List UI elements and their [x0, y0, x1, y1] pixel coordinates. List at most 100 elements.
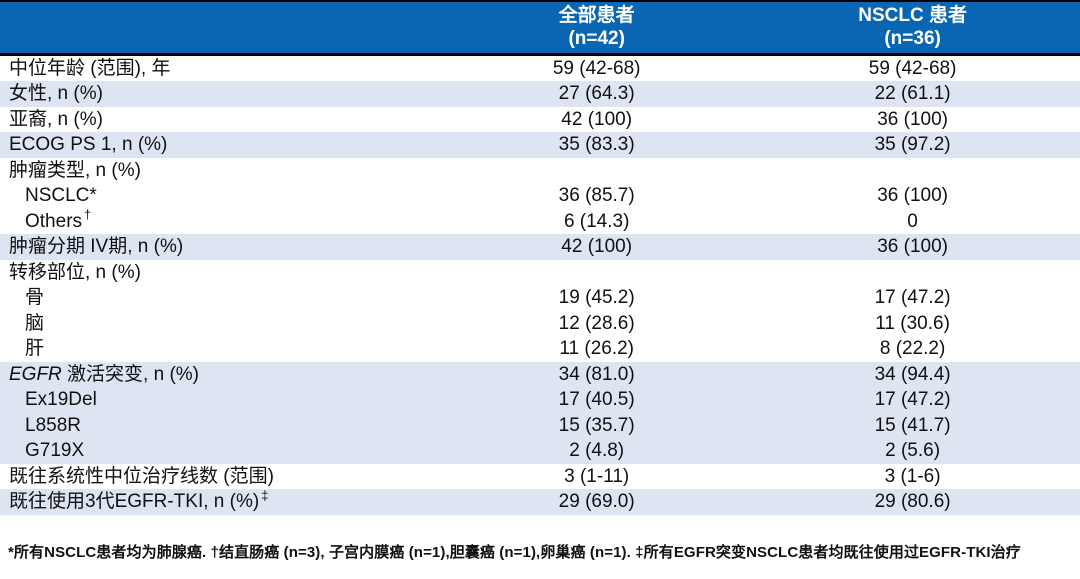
value-all-patients: 36 (85.7)	[558, 185, 635, 207]
row-label: ECOG PS 1, n (%)	[0, 132, 448, 158]
table-row: 转移部位, n (%)	[0, 260, 1080, 286]
table-row: 肝 11 (26.2) 8 (22.2)	[0, 336, 1080, 362]
value-nsclc-patients: 59 (42-68)	[868, 58, 957, 79]
value-all-patients	[448, 260, 745, 286]
row-label-text: NSCLC*	[25, 185, 97, 207]
value-all-patients: 27 (64.3)	[558, 83, 635, 105]
table-row: 亚裔, n (%) 42 (100) 36 (100)	[0, 107, 1080, 133]
table-row: 既往系统性中位治疗线数 (范围) 3 (1-11) 3 (1-6)	[0, 464, 1080, 490]
table-row: EGFR 激活突变, n (%) 34 (81.0) 34 (94.4)	[0, 361, 1080, 388]
row-label: EGFR 激活突变, n (%)	[0, 362, 448, 388]
baseline-characteristics-table: 全部患者 (n=42) NSCLC 患者 (n=36) 中位年龄 (范围), 年…	[0, 0, 1080, 515]
row-label-footnote-marker: ‡	[261, 487, 269, 503]
row-label: 肿瘤分期 IV期, n (%)	[0, 234, 448, 260]
table-row: 肿瘤类型, n (%)	[0, 158, 1080, 184]
value-all-patients: 42 (100)	[561, 108, 633, 130]
row-label-text: 转移部位, n (%)	[9, 261, 141, 283]
value-nsclc-patients	[745, 260, 1080, 286]
row-label-text: 肝	[25, 338, 45, 360]
row-label-text: 激活突变, n (%)	[61, 363, 200, 385]
row-label: L858R	[0, 413, 448, 439]
row-label-text: 亚裔, n (%)	[9, 108, 103, 130]
row-label-text: 骨	[25, 287, 45, 309]
value-all-patients: 19 (45.2)	[558, 287, 635, 309]
row-label-footnote-marker	[141, 258, 143, 273]
value-all-patients: 34 (81.0)	[558, 363, 635, 385]
row-label: 女性, n (%)	[0, 81, 448, 107]
value-nsclc-patients: 34 (94.4)	[874, 363, 951, 385]
value-all-patients: 59 (42-68)	[552, 58, 641, 79]
header-all-patients: 全部患者 (n=42)	[448, 1, 746, 56]
row-label-text: G719X	[25, 440, 85, 462]
value-all-patients: 12 (28.6)	[558, 312, 635, 334]
row-label-text: 肿瘤分期 IV期, n (%)	[9, 236, 184, 258]
row-label: 转移部位, n (%)	[0, 260, 448, 286]
header-all-patients-n: (n=42)	[568, 28, 625, 49]
row-label-footnote-marker	[103, 105, 105, 120]
row-label-footnote-marker	[44, 335, 46, 350]
value-nsclc-patients: 2 (5.6)	[885, 440, 941, 462]
row-label-footnote-marker: †	[84, 207, 92, 223]
header-nsclc-patients-title: NSCLC 患者	[858, 5, 967, 26]
row-label-text: 肿瘤类型, n (%)	[9, 159, 141, 181]
row-label-text: Others	[25, 210, 83, 232]
table-body: 中位年龄 (范围), 年 59 (42-68) 59 (42-68) 女性, n…	[0, 55, 1080, 515]
row-label-text: 女性, n (%)	[9, 83, 103, 105]
table-row: 中位年龄 (范围), 年 59 (42-68) 59 (42-68)	[0, 55, 1080, 82]
row-label-italic: EGFR	[9, 363, 62, 385]
value-all-patients: 17 (40.5)	[558, 389, 635, 411]
row-label-footnote-marker	[167, 131, 169, 146]
value-nsclc-patients: 22 (61.1)	[874, 83, 951, 105]
value-all-patients	[448, 158, 745, 184]
row-label: 骨	[0, 285, 448, 311]
value-nsclc-patients: 8 (22.2)	[879, 338, 946, 360]
row-label-text: 既往使用3代EGFR-TKI, n (%)	[9, 491, 260, 513]
row-label: Ex19Del	[0, 387, 448, 413]
table-row: 肿瘤分期 IV期, n (%) 42 (100) 36 (100)	[0, 234, 1080, 260]
header-row: 全部患者 (n=42) NSCLC 患者 (n=36)	[0, 1, 1080, 56]
row-label-text: Ex19Del	[25, 389, 97, 411]
value-nsclc-patients: 29 (80.6)	[874, 491, 951, 513]
row-label-text: 脑	[25, 312, 45, 334]
table-row: L858R 15 (35.7) 15 (41.7)	[0, 412, 1080, 439]
table-row: 既往使用3代EGFR-TKI, n (%) ‡ 29 (69.0) 29 (80.…	[0, 489, 1080, 515]
value-all-patients: 6 (14.3)	[563, 210, 630, 232]
row-label: 肿瘤类型, n (%)	[0, 158, 448, 184]
row-label-footnote-marker	[44, 309, 46, 324]
row-label-footnote-marker	[44, 284, 46, 299]
value-all-patients: 35 (83.3)	[558, 134, 635, 156]
value-nsclc-patients: 3 (1-6)	[884, 465, 941, 487]
row-label-text: ECOG PS 1, n (%)	[9, 134, 168, 156]
value-all-patients: 15 (35.7)	[558, 414, 635, 436]
value-nsclc-patients: 15 (41.7)	[874, 414, 951, 436]
footnote: *所有NSCLC患者均为肺腺癌. †结直肠癌 (n=3), 子宫内膜癌 (n=1…	[8, 543, 1021, 561]
header-all-patients-title: 全部患者	[558, 5, 635, 26]
value-all-patients: 11 (26.2)	[559, 338, 634, 360]
table-row: 骨 19 (45.2) 17 (47.2)	[0, 285, 1080, 311]
row-label: Others †	[0, 207, 448, 235]
row-label-footnote-marker	[274, 462, 276, 477]
value-nsclc-patients: 0	[907, 210, 918, 232]
row-label: 肝	[0, 336, 448, 362]
row-label-footnote-marker	[199, 360, 201, 375]
value-all-patients: 29 (69.0)	[558, 491, 635, 513]
row-label-footnote-marker	[97, 386, 99, 401]
row-label-footnote-marker	[81, 411, 83, 426]
row-label-footnote-marker	[171, 55, 173, 70]
value-all-patients: 2 (4.8)	[569, 440, 625, 462]
value-nsclc-patients: 11 (30.6)	[875, 312, 950, 334]
row-label-text: 中位年龄 (范围), 年	[9, 58, 171, 79]
value-nsclc-patients: 36 (100)	[877, 236, 948, 258]
table-row: 女性, n (%) 27 (64.3) 22 (61.1)	[0, 81, 1080, 107]
row-label-text: L858R	[25, 414, 81, 436]
row-label: G719X	[0, 438, 448, 464]
row-label: 既往使用3代EGFR-TKI, n (%) ‡	[0, 489, 448, 515]
row-label-footnote-marker	[183, 233, 185, 248]
row-label-footnote-marker	[97, 182, 99, 197]
table-row: G719X 2 (4.8) 2 (5.6)	[0, 438, 1080, 464]
table-header: 全部患者 (n=42) NSCLC 患者 (n=36)	[0, 1, 1080, 56]
row-label: 既往系统性中位治疗线数 (范围)	[0, 464, 448, 490]
table-row: ECOG PS 1, n (%) 35 (83.3) 35 (97.2)	[0, 132, 1080, 158]
value-nsclc-patients: 36 (100)	[877, 108, 948, 130]
value-nsclc-patients: 17 (47.2)	[874, 389, 951, 411]
